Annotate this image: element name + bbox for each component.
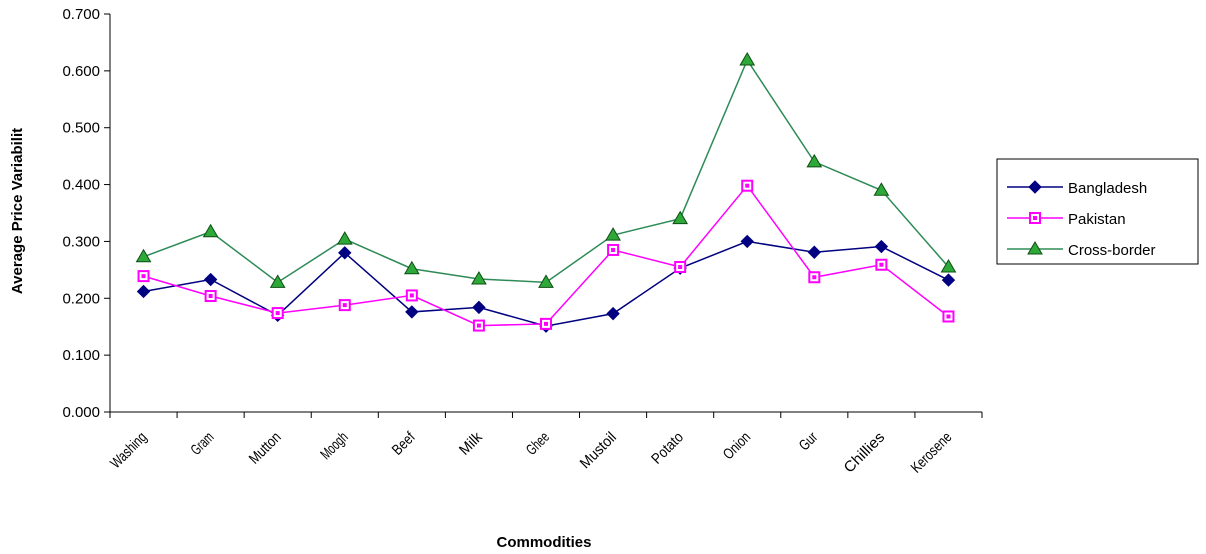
data-point [204,290,217,303]
data-point-inner [678,265,683,270]
legend-marker [1028,180,1042,194]
x-tick-label: Mutton [246,429,285,468]
data-point-inner [409,293,414,298]
data-point [874,239,889,254]
data-point [605,227,621,241]
data-point [538,274,554,288]
y-tick-label: 0.100 [62,347,100,364]
data-point [808,271,821,284]
legend-label: Pakistan [1068,211,1126,228]
data-point [472,319,485,332]
data-point [202,223,219,238]
data-point [405,305,419,319]
data-point-inner [476,323,481,328]
data-point [940,259,957,273]
data-point [203,272,218,287]
data-point-inner [275,311,280,316]
data-point [741,179,754,192]
data-point [271,307,284,320]
legend-marker [1027,241,1043,255]
x-tick-label: Potato [648,429,687,468]
data-point [942,310,955,323]
data-point-inner [946,314,951,319]
x-tick-label: Mustoil [577,429,620,472]
series-cross-border [135,52,957,288]
data-point-inner [342,303,347,308]
x-tick-label: Beef [389,428,419,458]
data-point [672,210,689,225]
data-point-inner [208,294,213,299]
data-point [941,273,956,287]
series-pakistan [137,179,955,332]
data-point [137,270,150,283]
legend-item: Pakistan [1007,211,1126,228]
data-point [806,153,823,168]
data-point [472,300,486,315]
data-point-inner [745,183,750,188]
data-point-inner [611,247,616,252]
legend-item: Bangladesh [1007,180,1147,197]
x-tick-label: Gur [796,429,821,454]
legend: Bangladesh Pakistan Cross-border [996,158,1199,265]
data-point [807,245,822,259]
data-point [540,317,552,330]
y-tick-label: 0.600 [62,63,100,80]
x-axis: Washing Gram Mutton Moogh Beef Milk Ghee Mustoi… [107,411,983,477]
x-tick-label: Kerosene [908,429,956,477]
data-point [471,270,487,285]
data-point [607,243,620,256]
legend-label: Bangladesh [1068,180,1147,197]
y-tick-label: 0.500 [62,120,100,137]
legend-item: Cross-border [1007,241,1156,259]
data-point-inner [812,275,817,280]
data-point [269,274,286,288]
x-tick-label: Gram [188,429,218,459]
legend-box [996,158,1199,265]
data-point-inner [879,262,884,267]
x-tick-label: Chillies [841,429,889,477]
x-axis-title: Commodities [496,534,591,551]
data-point [606,306,620,321]
data-point [873,182,890,196]
data-point [739,52,756,66]
x-tick-label: Moogh [317,429,351,463]
data-point [403,260,420,275]
data-point [405,289,418,302]
data-point [136,284,151,299]
y-axis-title: Average Price Variabilit [9,128,26,294]
x-tick-label: Milk [456,428,486,458]
data-point [674,261,687,274]
series-line [143,184,949,327]
legend-marker-inner [1033,216,1037,220]
y-tick-label: 0.200 [62,290,100,307]
data-point [135,248,152,263]
y-tick-label: 0.400 [62,177,100,194]
data-point [875,258,888,271]
y-tick-label: 0.300 [62,233,100,250]
series-layer [135,52,957,333]
legend-label: Cross-border [1068,242,1156,259]
data-point-inner [141,274,146,279]
data-point [338,246,352,260]
series-line [143,58,950,284]
data-point [338,299,351,312]
data-point [740,234,754,249]
y-tick-label: 0.700 [62,6,100,23]
x-tick-label: Washing [107,429,150,472]
x-tick-label: Onion [720,429,754,463]
y-tick-label: 0.000 [62,404,100,421]
data-point-inner [544,321,548,326]
y-axis: 0.000 0.100 0.200 0.300 0.400 0.500 0.600 0.700 [62,6,111,421]
data-point [336,231,353,245]
legend-marker [1029,212,1041,224]
x-tick-label: Ghee [523,429,553,459]
